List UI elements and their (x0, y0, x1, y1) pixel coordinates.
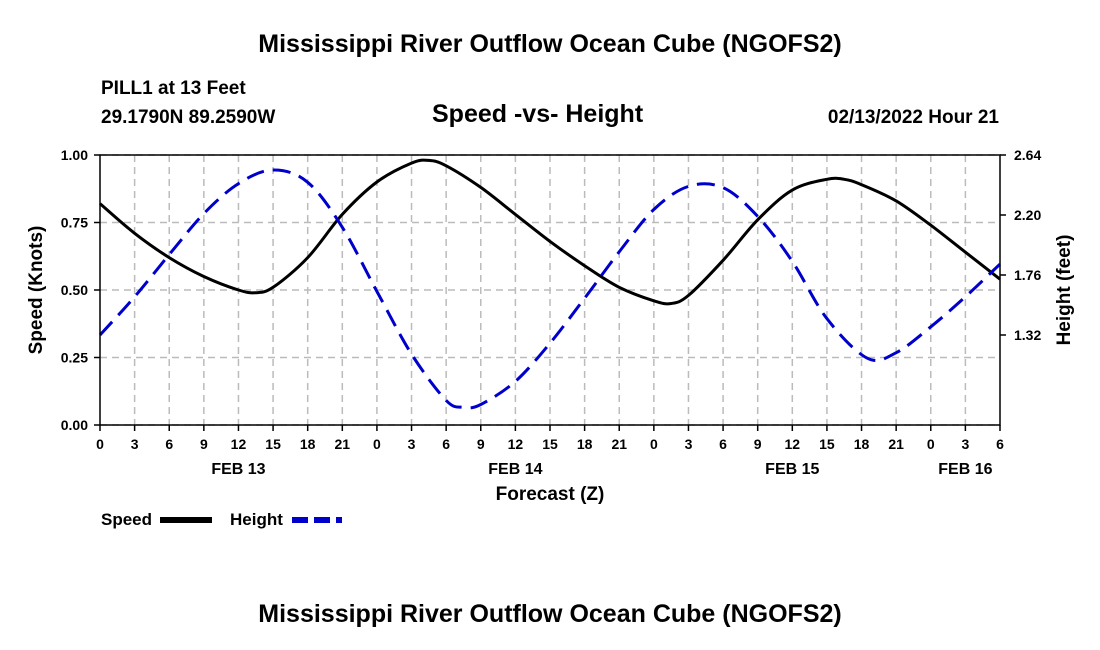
x-tick-label: 21 (611, 436, 627, 452)
x-date-label: FEB 14 (488, 461, 542, 478)
y-left-tick-label: 1.00 (61, 147, 88, 163)
x-tick-label: 0 (927, 436, 935, 452)
x-tick-label: 12 (785, 436, 801, 452)
y-right-axis-title: Height (feet) (1054, 235, 1075, 346)
x-tick-label: 15 (542, 436, 558, 452)
x-tick-label: 3 (408, 436, 416, 452)
x-tick-label: 0 (373, 436, 381, 452)
x-tick-label: 9 (477, 436, 485, 452)
legend-speed-label: Speed (101, 510, 153, 529)
x-tick-label: 18 (300, 436, 316, 452)
x-date-label: FEB 15 (765, 461, 819, 478)
footer-title: Mississippi River Outflow Ocean Cube (NG… (258, 600, 842, 628)
station-label: PILL1 at 13 Feet (101, 78, 246, 99)
x-tick-label: 21 (335, 436, 351, 452)
series-line-speed (99, 158, 1001, 306)
y-left-axis-title: Speed (Knots) (26, 226, 47, 355)
legend-height: Height (230, 510, 283, 530)
x-tick-label: 9 (754, 436, 762, 452)
y-right-tick-label: 1.32 (1014, 327, 1041, 343)
x-tick-label: 18 (577, 436, 593, 452)
x-tick-label: 12 (508, 436, 524, 452)
x-tick-label: 15 (265, 436, 281, 452)
y-right-tick-label: 2.64 (1014, 147, 1041, 163)
x-tick-label: 6 (442, 436, 450, 452)
x-tick-label: 15 (819, 436, 835, 452)
speed-height-chart: 0.00 0.25 0.50 0.75 1.00 1.32 1.76 2.20 2.64 0 3 6 9… (26, 147, 1075, 523)
x-tick-label: 0 (650, 436, 658, 452)
x-tick-label: 0 (96, 436, 104, 452)
x-date-label: FEB 16 (938, 461, 992, 478)
forecast-date: 02/13/2022 Hour 21 (827, 107, 999, 128)
x-axis-title: Forecast (Z) (496, 484, 605, 505)
y-left-tick-label: 0.75 (61, 215, 88, 231)
x-tick-label: 6 (996, 436, 1004, 452)
y-right-tick-label: 2.20 (1014, 207, 1041, 223)
x-date-label: FEB 13 (211, 461, 265, 478)
legend-height-label: Height (230, 510, 283, 529)
y-left-tick-label: 0.00 (61, 417, 88, 433)
x-tick-label: 21 (888, 436, 904, 452)
x-tick-label: 3 (685, 436, 693, 452)
x-tick-label: 3 (131, 436, 139, 452)
main-title: Mississippi River Outflow Ocean Cube (NG… (258, 30, 842, 58)
coordinates-label: 29.1790N 89.2590W (101, 107, 276, 128)
y-right-tick-label: 1.76 (1014, 267, 1041, 283)
x-tick-label: 3 (961, 436, 969, 452)
x-tick-label: 6 (719, 436, 727, 452)
chart-title: Speed -vs- Height (432, 100, 644, 128)
x-tick-label: 12 (231, 436, 247, 452)
x-tick-label: 18 (854, 436, 870, 452)
x-tick-label: 9 (200, 436, 208, 452)
y-left-tick-label: 0.50 (61, 282, 88, 298)
legend-speed: Speed (101, 510, 152, 530)
series-line-height (98, 168, 1002, 410)
x-tick-label: 6 (165, 436, 173, 452)
y-left-tick-label: 0.25 (61, 350, 88, 366)
